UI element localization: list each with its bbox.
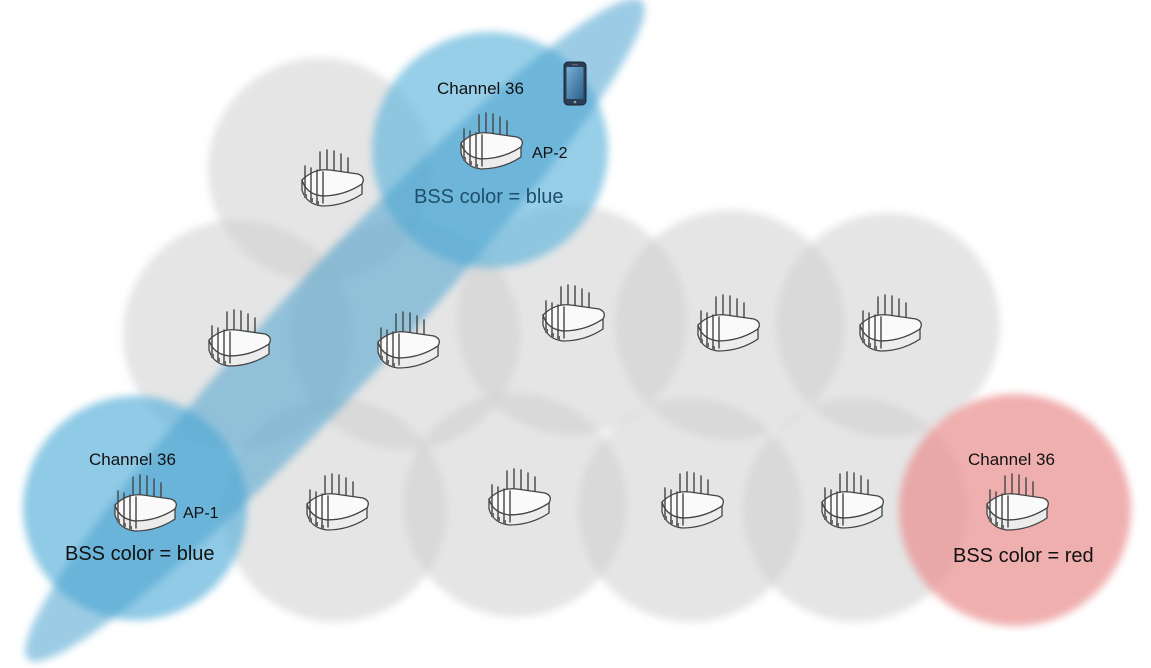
ap1-name-label: AP-1 xyxy=(183,505,219,522)
ap1-bss-color-label: BSS color = blue xyxy=(65,543,215,565)
ap2-bss-color-label: BSS color = blue xyxy=(414,186,564,208)
smartphone-icon xyxy=(563,61,587,106)
red-ap-bss-color-label: BSS color = red xyxy=(953,545,1094,567)
red-ap-channel-label: Channel 36 xyxy=(968,450,1055,469)
ap2-channel-label: Channel 36 xyxy=(437,79,524,98)
ap2-name-label: AP-2 xyxy=(532,145,568,162)
ap1-channel-label: Channel 36 xyxy=(89,450,176,469)
